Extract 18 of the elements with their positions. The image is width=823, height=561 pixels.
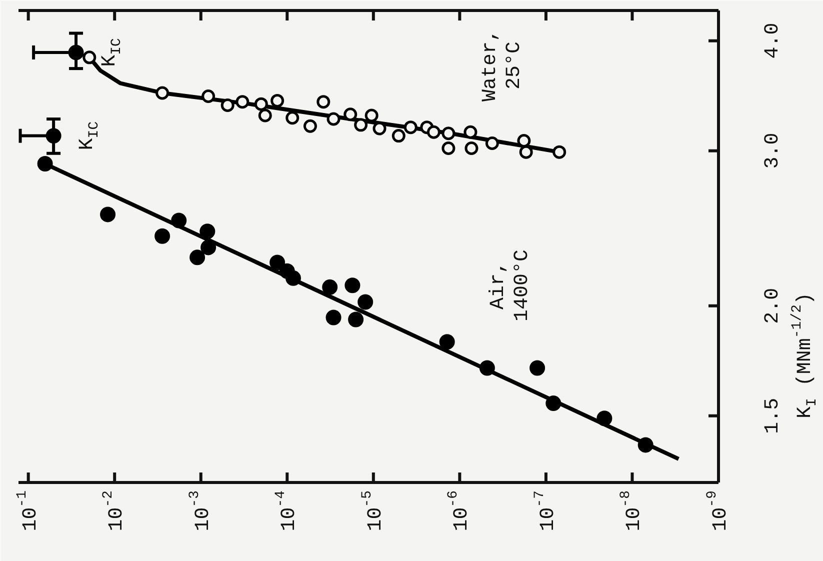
- x-tick-label: 10-8: [618, 490, 646, 532]
- y-tick-label: 3.0: [762, 132, 784, 169]
- y-axis-title: KI (MNm-1/2): [790, 292, 820, 418]
- annotation: KIC: [76, 121, 103, 150]
- x-tick-label: 10-4: [273, 490, 302, 532]
- y-tick-label: 1.5: [762, 398, 784, 434]
- y-tick-label: 2.0: [762, 288, 784, 324]
- x-tick-label: 10-6: [446, 490, 474, 532]
- text: Air, 1400°C: [487, 249, 534, 322]
- x-tick-label: 10-2: [100, 490, 129, 532]
- x-tick-label: 10-3: [186, 490, 215, 532]
- x-tick-label: 10-5: [359, 490, 388, 532]
- y-tick-label: 4.0: [762, 22, 784, 59]
- x-tick-label: 10-7: [532, 490, 560, 532]
- text: Water, 25°C: [479, 29, 526, 102]
- x-tick-label: 10-1: [14, 490, 42, 532]
- x-tick-label: 10-9: [704, 490, 732, 532]
- annotation: KIC: [98, 38, 126, 67]
